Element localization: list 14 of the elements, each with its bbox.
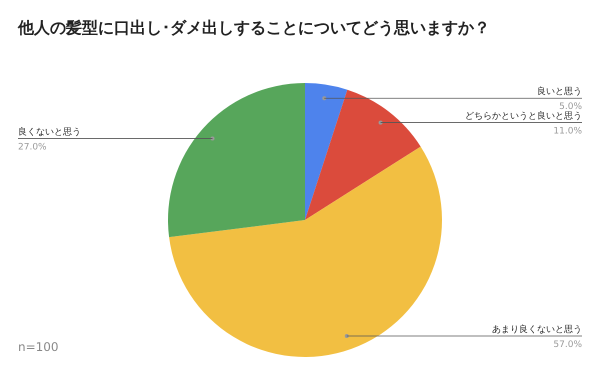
data-label: 27.0%	[18, 142, 48, 152]
slice-label: 良いと思う	[537, 86, 582, 98]
slice-label: あまり良くないと思う	[492, 324, 582, 336]
data-label: 11.0%	[553, 126, 582, 137]
pie-slice	[169, 146, 442, 357]
slice-label: どちらかというと良いと思う	[465, 110, 582, 122]
pie-slice	[305, 90, 421, 220]
chart-title: 他人の髪型に口出し･ダメ出しすることについてどう思いますか？	[18, 18, 490, 39]
data-label: 5.0%	[559, 102, 582, 112]
pie-slice	[168, 83, 305, 238]
data-label: 57.0%	[553, 340, 582, 350]
text: n=100	[18, 340, 59, 354]
slice-label: 良くないと思う	[18, 126, 81, 138]
pie-slice	[305, 83, 348, 220]
